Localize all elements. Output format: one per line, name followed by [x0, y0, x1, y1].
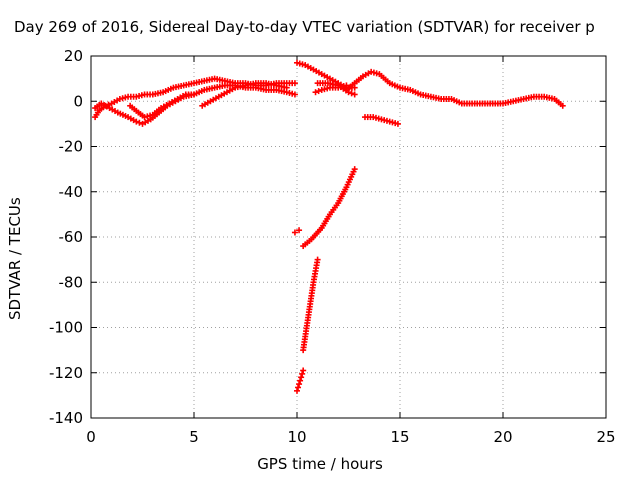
data-point — [312, 89, 319, 96]
data-point — [394, 120, 401, 127]
data-point — [351, 166, 358, 173]
x-tick-label: 0 — [86, 428, 96, 446]
x-tick-label: 25 — [596, 428, 615, 446]
data-point — [300, 367, 307, 374]
y-tick-label: -20 — [59, 138, 84, 156]
y-tick-label: -40 — [59, 183, 84, 201]
data-point — [295, 384, 302, 391]
data-point — [283, 84, 290, 91]
y-tick-label: -140 — [49, 409, 83, 427]
y-tick-label: 0 — [73, 92, 83, 110]
axes — [90, 55, 607, 419]
x-tick-label: 5 — [189, 428, 199, 446]
data-point — [314, 256, 321, 263]
x-axis-label: GPS time / hours — [257, 455, 383, 473]
plot-frame — [90, 55, 607, 419]
data-point — [291, 91, 298, 98]
x-tick-label: 15 — [390, 428, 409, 446]
y-tick-label: -60 — [59, 228, 84, 246]
x-tick-label: 10 — [287, 428, 306, 446]
chart-title: Day 269 of 2016, Sidereal Day-to-day VTE… — [14, 18, 595, 36]
data-point — [291, 80, 298, 87]
data-point — [291, 229, 298, 236]
y-tick-label: 20 — [64, 47, 83, 65]
data-point — [296, 227, 303, 234]
y-axis-label: SDTVAR / TECUs — [6, 197, 24, 320]
data-point — [136, 119, 143, 126]
data-point — [315, 88, 322, 95]
y-tick-label: -80 — [59, 273, 84, 291]
y-tick-label: -100 — [49, 319, 83, 337]
x-tick-label: 20 — [493, 428, 512, 446]
data-point — [348, 90, 355, 97]
data-point — [297, 377, 304, 384]
grid — [91, 56, 606, 418]
data-point — [191, 91, 197, 98]
data-point — [351, 91, 358, 98]
y-tick-label: -120 — [49, 364, 83, 382]
data-point — [298, 374, 305, 381]
data-point — [559, 102, 566, 109]
data-point — [296, 381, 303, 388]
data-point — [133, 118, 140, 125]
data-points — [92, 59, 566, 394]
data-point — [299, 370, 306, 377]
data-point — [294, 387, 300, 394]
ticks: 0 5 10 15 20 25 -140 -120 -100 -80 -60 -40 -20 0 20 — [49, 47, 616, 446]
